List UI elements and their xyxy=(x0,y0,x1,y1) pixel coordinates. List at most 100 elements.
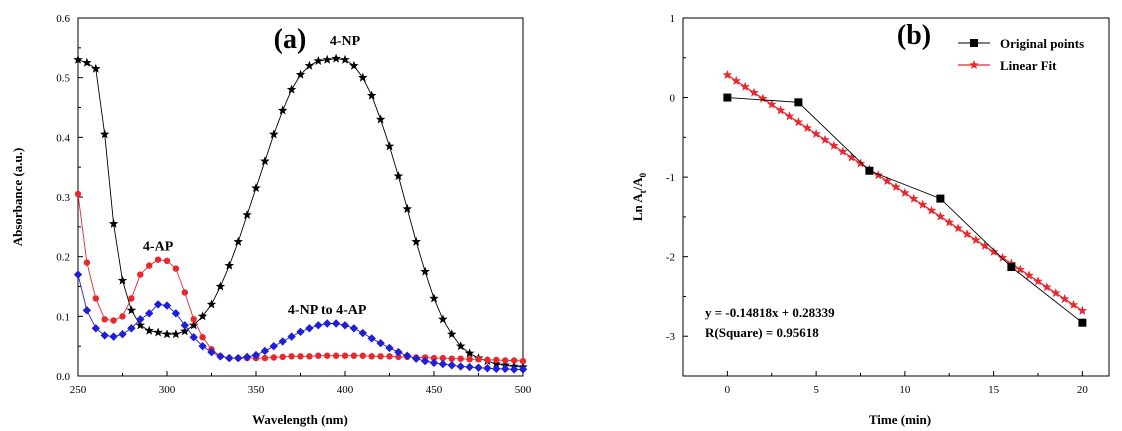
panel-b-y-tick-label: -3 xyxy=(666,331,676,343)
panel-a-data-point xyxy=(509,365,519,374)
panel-a-data-point xyxy=(277,105,288,115)
panel-a-data-point xyxy=(349,60,359,70)
panel-a-data-point xyxy=(118,330,127,339)
panel-a-data-point xyxy=(519,357,527,365)
panel-a-data-point xyxy=(234,353,243,363)
panel-a-data-point xyxy=(412,354,421,363)
panel-a-data-point xyxy=(109,332,118,341)
panel-b-fit-point xyxy=(917,199,928,209)
panel-a-data-point xyxy=(199,334,206,341)
panel-b-original-points xyxy=(723,93,1087,327)
panel-a-data-point xyxy=(430,354,438,362)
fit-r-square: R(Square) = 0.95618 xyxy=(705,325,819,340)
panel-a-data-point xyxy=(207,347,216,357)
panel-a-data-point xyxy=(144,325,154,335)
panel-a-data-point xyxy=(448,355,455,362)
panel-a-data-point xyxy=(242,352,252,362)
panel-b-fit-point xyxy=(820,134,830,144)
panel-a-data-point xyxy=(216,352,225,361)
panel-a-data-point xyxy=(491,359,502,369)
panel-a-data-point xyxy=(154,256,162,263)
panel-b-fit-point xyxy=(891,182,901,192)
panel-a-y-axis-label: Absorbance (a.u.) xyxy=(10,148,25,247)
panel-a-data-point xyxy=(145,309,154,318)
panel-b-fit-point xyxy=(855,158,866,168)
panel-a-data-point xyxy=(420,356,430,366)
panel-a-data-point xyxy=(297,353,304,360)
panel-a-data-point xyxy=(358,72,368,82)
panel-a-data-point xyxy=(429,358,439,368)
panel-a-data-point xyxy=(447,361,456,370)
legend-linear-fit-marker xyxy=(969,60,979,70)
fit-equation: y = -0.14818x + 0.28339 xyxy=(705,305,835,320)
panel-b-y-axis-label: Ln At/A0 xyxy=(630,172,648,221)
panel-a-data-point xyxy=(324,352,331,359)
panel-b-fit-point xyxy=(1050,288,1061,298)
panel-a-data-point xyxy=(384,141,395,151)
panel-b-y-tick-label: -1 xyxy=(666,172,675,184)
panel-a-data-point xyxy=(315,352,322,359)
panel-a-data-point xyxy=(492,364,501,374)
panel-a-data-point xyxy=(279,353,286,361)
panel-a-data-point xyxy=(181,289,188,296)
panel-a-data-point xyxy=(366,90,377,100)
annotation-4-np: 4-NP xyxy=(330,34,361,49)
panel-a-data-point xyxy=(331,53,341,63)
panel-a-data-point xyxy=(119,313,126,320)
panel-b-x-axis-label: Time (min) xyxy=(869,412,931,427)
panel-a-data-point xyxy=(403,351,412,360)
panel-a-x-tick-label: 250 xyxy=(70,384,87,396)
panel-a-data-point xyxy=(377,353,384,360)
panel-b-x-tick-label: 20 xyxy=(1077,384,1089,396)
annotation-4-ap: 4-AP xyxy=(143,240,174,255)
panel-b-fit-point xyxy=(811,128,821,138)
panel-a-data-point xyxy=(447,329,457,339)
legend-original-points-marker xyxy=(970,39,978,47)
panel-b-fit-point xyxy=(722,70,733,80)
panel-a-data-point xyxy=(162,329,172,339)
panel-a-data-point xyxy=(127,324,136,333)
panel-a-series-1 xyxy=(74,190,527,365)
panel-a-data-point xyxy=(375,114,386,124)
panel-a-y-tick-label: 0.1 xyxy=(56,311,70,323)
panel-a-data-point xyxy=(510,357,518,364)
panel-a-data-point xyxy=(438,314,448,324)
panel-b-fit-point xyxy=(1077,305,1088,315)
panel-b-fit-point xyxy=(802,123,813,133)
panel-a-data-point xyxy=(395,353,402,361)
panel-a-data-point xyxy=(411,236,421,246)
panel-a-data-point xyxy=(313,55,324,66)
panel-a-data-point xyxy=(153,327,163,337)
panel-a-y-tick-label: 0.3 xyxy=(56,192,70,204)
panel-b-x-tick-label: 10 xyxy=(899,384,911,396)
panel-a-data-point xyxy=(162,301,172,310)
panel-a-data-point xyxy=(465,362,474,372)
panel-b-fit-point xyxy=(740,81,750,91)
panel-a-data-point xyxy=(349,324,359,333)
panel-b-fit-point xyxy=(873,170,884,180)
panel-a-data-point xyxy=(92,295,100,302)
panel-a-label: (a) xyxy=(274,24,307,55)
panel-a-data-point xyxy=(455,341,466,351)
panel-a-data-point xyxy=(233,236,243,246)
panel-a-data-point xyxy=(198,341,207,351)
legend-linear-fit-label: Linear Fit xyxy=(1000,58,1057,73)
panel-a-data-point xyxy=(350,352,358,359)
panel-a-x-tick-label: 450 xyxy=(426,384,443,396)
panel-a-data-point xyxy=(242,209,252,219)
panel-a-data-point xyxy=(493,356,500,364)
panel-a-data-point xyxy=(269,129,279,139)
panel-a-data-point xyxy=(322,54,332,64)
panel-a-data-point xyxy=(171,309,181,318)
panel-a-data-point xyxy=(358,328,367,338)
panel-a-data-point xyxy=(91,324,100,333)
panel-b-fit-point xyxy=(766,99,777,109)
panel-a-data-point xyxy=(73,54,83,64)
panel-b-x-tick-label: 0 xyxy=(725,384,731,396)
panel-a-data-point xyxy=(269,341,278,351)
panel-a-data-point xyxy=(475,356,482,363)
panel-b-fit-point xyxy=(731,75,742,85)
panel-a-data-point xyxy=(341,352,349,359)
panel-a-x-axis-label: Wavelength (nm) xyxy=(252,412,348,427)
panel-b-x-tick-label: 5 xyxy=(813,384,819,396)
